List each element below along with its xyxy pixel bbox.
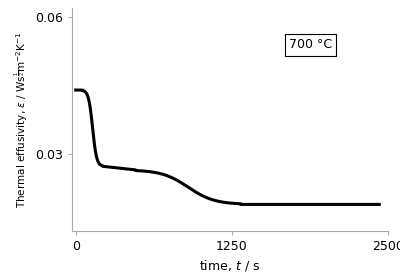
X-axis label: time, $t$ / s: time, $t$ / s <box>200 258 260 273</box>
Text: 700 °C: 700 °C <box>289 38 332 51</box>
Y-axis label: Thermal effusivity, $\varepsilon$ / Ws$^{\frac{1}{2}}$m$^{-2}$K$^{-1}$: Thermal effusivity, $\varepsilon$ / Ws$^… <box>12 31 30 208</box>
